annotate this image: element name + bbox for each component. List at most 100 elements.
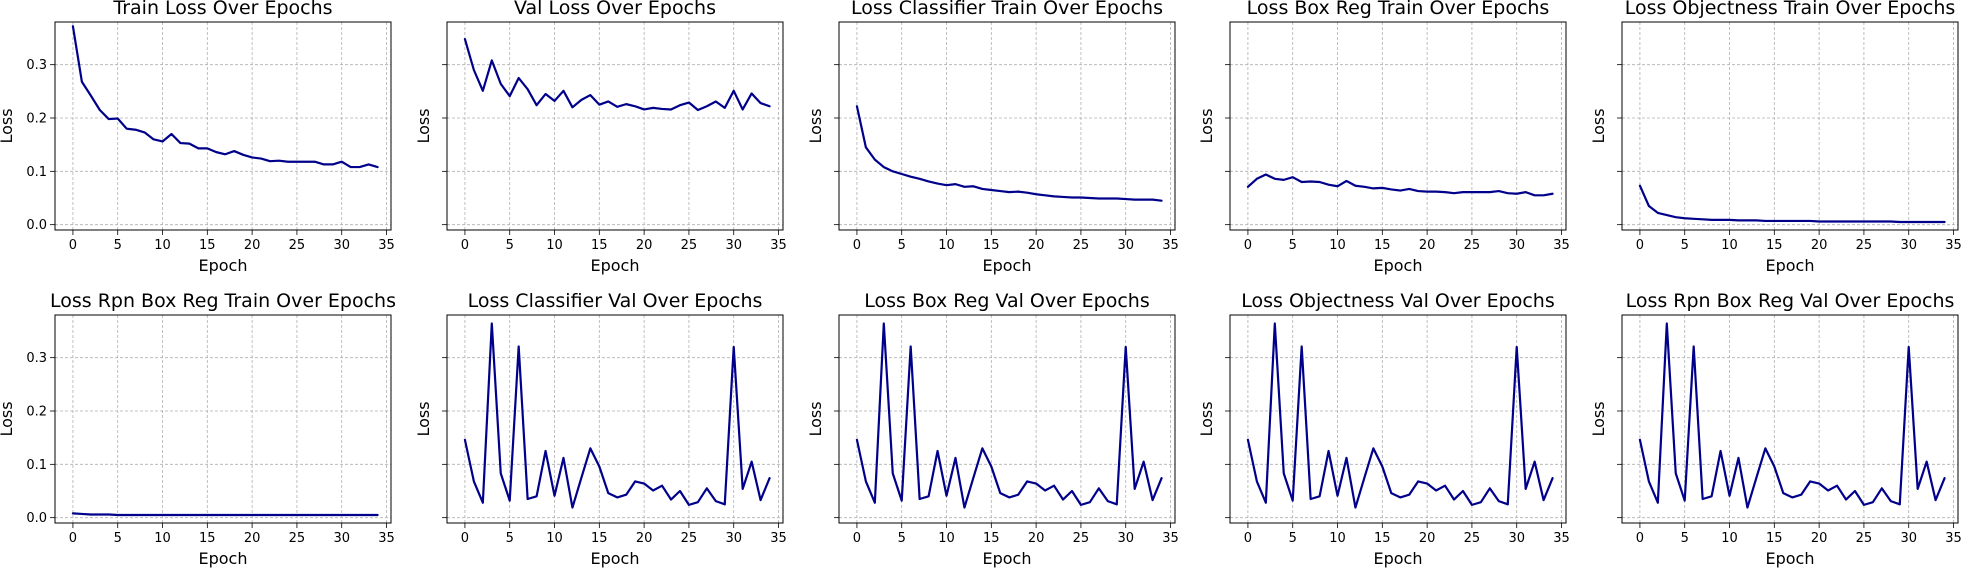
axes-frame: [446, 21, 784, 231]
y-axis-label: Loss: [806, 108, 825, 143]
y-axis-label: Loss: [1589, 401, 1608, 436]
x-axis-label: Epoch: [1766, 256, 1815, 275]
plot-area: [447, 22, 783, 230]
axes-frame: [54, 314, 392, 524]
x-tick-label: 35: [1553, 238, 1570, 253]
x-tick-label: 20: [244, 238, 261, 253]
x-tick-label: 25: [681, 531, 698, 546]
axes-frame: [54, 21, 392, 231]
x-tick-label: 25: [1856, 531, 1873, 546]
loss-series-line: [855, 322, 1163, 509]
x-tick-label: 30: [725, 531, 742, 546]
loss-series-line: [71, 512, 379, 517]
y-tick-label: 0.2: [26, 405, 47, 420]
x-tick-label: 5: [506, 238, 514, 253]
axes-frame: [838, 314, 1176, 524]
x-tick-label: 5: [1681, 531, 1689, 546]
y-tick-label: 0.1: [26, 165, 47, 180]
x-axis-label: Epoch: [199, 549, 248, 568]
plot-area: [55, 315, 391, 523]
x-tick-label: 25: [289, 531, 306, 546]
axes-frame: [1621, 314, 1959, 524]
x-tick-label: 5: [506, 531, 514, 546]
x-tick-label: 10: [154, 238, 171, 253]
x-tick-label: 10: [546, 531, 563, 546]
axes-frame: [1229, 314, 1567, 524]
chart-panel-2: 0 5 10 15 20 25 30 35 Val Loss Over Epochs Epoch L…: [414, 0, 787, 275]
x-tick-label: 15: [1374, 238, 1391, 253]
x-tick-label: 15: [591, 238, 608, 253]
chart-panel-7: 0 5 10 15 20 25 30 35 Loss Classifier Val Over E…: [414, 290, 787, 568]
x-tick-label: 35: [378, 238, 395, 253]
x-tick-label: 0: [1636, 531, 1644, 546]
x-axis-label: Epoch: [983, 549, 1032, 568]
chart-title: Loss Objectness Train Over Epochs: [1625, 0, 1956, 19]
x-axis-label: Epoch: [591, 256, 640, 275]
loss-series-line: [463, 322, 771, 509]
x-tick-label: 5: [1289, 238, 1297, 253]
x-tick-label: 35: [770, 238, 787, 253]
x-tick-label: 0: [853, 531, 861, 546]
plot-area: [447, 315, 783, 523]
y-axis-label: Loss: [806, 401, 825, 436]
x-tick-label: 30: [1900, 238, 1917, 253]
chart-panel-9: 0 5 10 15 20 25 30 35 Loss Objectness Val Over E…: [1197, 290, 1570, 568]
x-tick-label: 20: [1419, 238, 1436, 253]
x-tick-label: 30: [333, 238, 350, 253]
x-tick-label: 30: [333, 531, 350, 546]
x-tick-label: 5: [1289, 531, 1297, 546]
x-tick-label: 10: [938, 531, 955, 546]
x-tick-label: 0: [853, 238, 861, 253]
x-tick-label: 20: [1419, 531, 1436, 546]
loss-series-line: [71, 25, 379, 169]
chart-title: Loss Classifier Val Over Epochs: [468, 290, 763, 312]
x-tick-label: 0: [1636, 238, 1644, 253]
chart-title: Loss Classifier Train Over Epochs: [851, 0, 1163, 19]
x-tick-label: 15: [1766, 238, 1783, 253]
x-tick-label: 5: [898, 238, 906, 253]
chart-title: Loss Rpn Box Reg Train Over Epochs: [50, 290, 396, 312]
loss-series-line: [463, 37, 771, 112]
y-axis-label: Loss: [0, 401, 16, 436]
axes-frame: [838, 21, 1176, 231]
chart-title: Loss Rpn Box Reg Val Over Epochs: [1626, 290, 1955, 312]
x-tick-label: 0: [1244, 238, 1252, 253]
x-tick-label: 20: [636, 238, 653, 253]
y-tick-label: 0.2: [26, 112, 47, 127]
x-tick-label: 35: [1162, 238, 1179, 253]
plot-area: [1230, 315, 1566, 523]
y-tick-label: 0.0: [26, 511, 47, 526]
y-axis-label: Loss: [414, 401, 433, 436]
x-tick-label: 25: [1856, 238, 1873, 253]
x-axis-label: Epoch: [199, 256, 248, 275]
x-axis-label: Epoch: [983, 256, 1032, 275]
chart-panel-6: 0 5 10 15 20 25 30 35 0.0 0.1 0.2 0.3 Loss Rpn Box R…: [0, 290, 396, 568]
x-axis-label: Epoch: [1766, 549, 1815, 568]
y-tick-label: 0.0: [26, 218, 47, 233]
x-tick-label: 30: [725, 238, 742, 253]
chart-title: Loss Box Reg Val Over Epochs: [864, 290, 1150, 312]
x-tick-label: 20: [1811, 238, 1828, 253]
axes-frame: [446, 314, 784, 524]
y-axis-label: Loss: [1197, 401, 1216, 436]
x-tick-label: 25: [1073, 531, 1090, 546]
loss-series-line: [1246, 173, 1554, 197]
x-tick-label: 20: [244, 531, 261, 546]
x-tick-label: 0: [461, 531, 469, 546]
chart-title: Val Loss Over Epochs: [514, 0, 716, 19]
loss-series-line: [1638, 322, 1946, 509]
x-tick-label: 30: [1117, 238, 1134, 253]
plot-area: [839, 315, 1175, 523]
x-tick-label: 30: [1117, 531, 1134, 546]
y-axis-label: Loss: [414, 108, 433, 143]
y-axis-label: Loss: [0, 108, 16, 143]
y-tick-label: 0.3: [26, 351, 47, 366]
x-tick-label: 15: [983, 238, 1000, 253]
x-tick-label: 20: [1028, 531, 1045, 546]
x-tick-label: 10: [1329, 238, 1346, 253]
chart-panel-3: 0 5 10 15 20 25 30 35 Loss Classifier Train Over…: [806, 0, 1179, 275]
x-tick-label: 10: [1721, 238, 1738, 253]
x-tick-label: 10: [1721, 531, 1738, 546]
x-tick-label: 15: [199, 238, 216, 253]
chart-panel-5: 0 5 10 15 20 25 30 35 Loss Objectness Train Over…: [1589, 0, 1962, 275]
